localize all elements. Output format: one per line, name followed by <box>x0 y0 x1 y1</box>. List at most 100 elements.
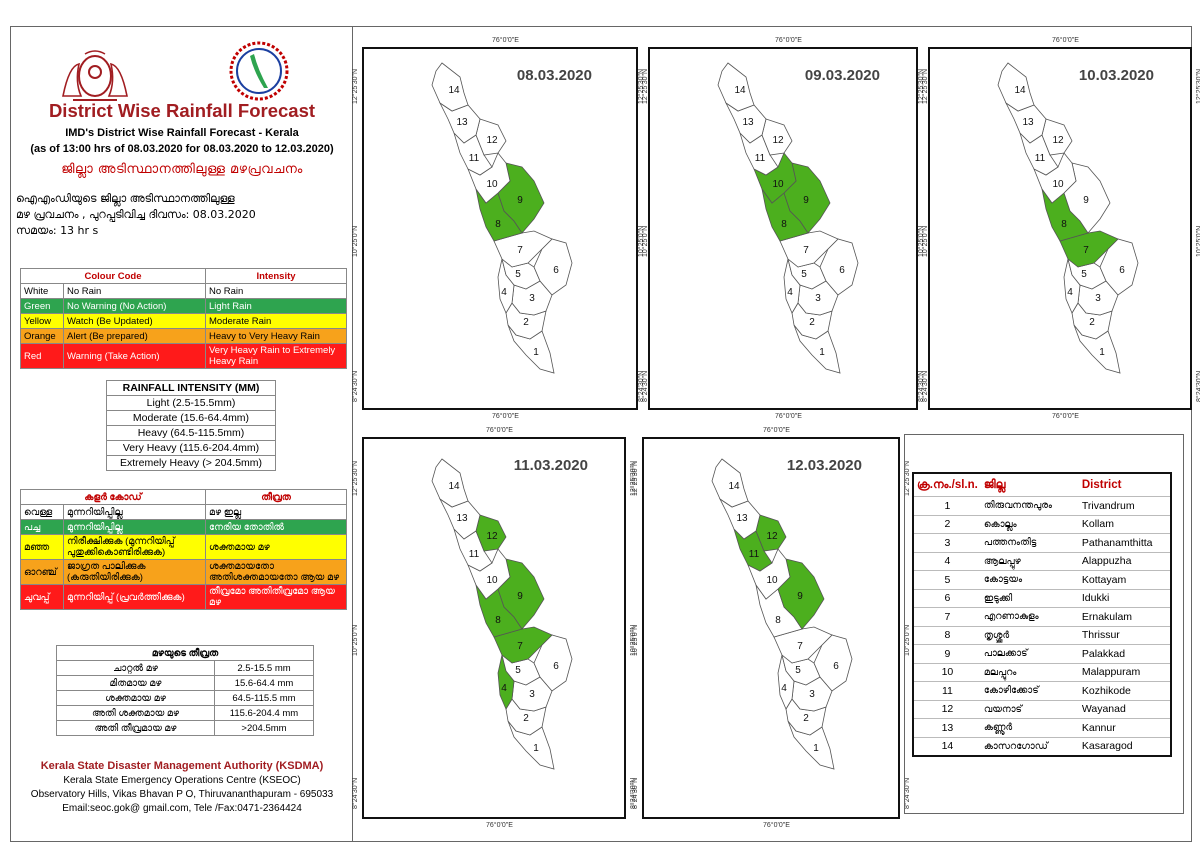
district-number: 8 <box>913 626 981 645</box>
district-name-mal: മലപ്പുറം <box>980 663 1079 682</box>
district-6-label: 6 <box>839 265 845 276</box>
district-name-mal: പാലക്കാട് <box>980 644 1079 664</box>
latitude-label-left: 10°25'0"N <box>632 624 639 656</box>
rainfall-intensity-row: Heavy (64.5-115.5mm) <box>106 425 276 441</box>
district-14-label: 14 <box>1014 85 1026 96</box>
longitude-label-top: 76°0'0"E <box>775 37 802 44</box>
malayalam-colour-table: കളർ കോഡ് തീവ്രത വെള്ള മുന്നറിയിപ്പില്ല മഴ … <box>20 489 347 610</box>
district-3-label: 3 <box>529 689 535 700</box>
colour-code-intensity: Very Heavy Rain to Extremely Heavy Rain <box>205 343 347 369</box>
rainfall-intensity-header: RAINFALL INTENSITY (MM) <box>106 380 276 396</box>
district-number: 9 <box>913 644 981 664</box>
district-name-mal: എറണാകുളം <box>980 607 1079 627</box>
district-name-mal: തൃശ്ശൂർ <box>980 626 1079 645</box>
district-8-label: 8 <box>781 219 787 230</box>
footer-line2: Observatory Hills, Vikas Bhavan P O, Thi… <box>30 789 334 800</box>
latitude-label-left: 8°24'30"N <box>918 370 925 402</box>
district-name-en: Alappuzha <box>1078 552 1171 571</box>
district-number: 11 <box>913 681 981 701</box>
map-date-label: 08.03.2020 <box>516 67 592 84</box>
district-7-label: 7 <box>517 641 523 652</box>
district-2-label: 2 <box>1089 317 1095 328</box>
longitude-label-bottom: 76°0'0"E <box>1052 413 1079 420</box>
district-9-label: 9 <box>797 591 803 602</box>
district-14-region <box>431 458 469 508</box>
district-name-mal: കോട്ടയം <box>980 570 1079 590</box>
mal-colour-colour-name: ഓറഞ്ച് <box>20 559 64 585</box>
district-10-label: 10 <box>1052 179 1064 190</box>
district-row: 14 കാസറഗോഡ് Kasaragod <box>913 737 1171 757</box>
colour-code-intensity: No Rain <box>205 283 347 299</box>
malayalam-info-line1: ഐഎംഡിയുടെ ജില്ലാ അടിസ്ഥാനത്തിലുള്ള <box>16 192 235 205</box>
district-10-label: 10 <box>772 179 784 190</box>
map-date-label: 11.03.2020 <box>513 457 588 474</box>
district-number: 5 <box>913 570 981 590</box>
mal-intensity-value: 15.6-64.4 mm <box>214 675 314 691</box>
mal-colour-intensity: ശക്തമായ മഴ <box>205 534 347 560</box>
footer-line3: Email:seoc.gok@ gmail.com, Tele /Fax:047… <box>62 803 302 814</box>
district-7-label: 7 <box>1083 245 1089 256</box>
mal-colour-code: മുന്നറിയിപ്പ് (പ്രവർത്തിക്കുക) <box>63 584 206 610</box>
mal-intensity-title: മഴയുടെ തീവ്രത <box>56 645 314 661</box>
mal-intensity-value: 64.5-115.5 mm <box>214 690 314 706</box>
colour-code-code: No Warning (No Action) <box>63 298 206 314</box>
forecast-map-panel: 12.03.2020 1 2 3 4 5 6 7 8 9 10 11 12 13 14 76°0'0"E 76°… <box>632 427 911 829</box>
colour-code-intensity: Light Rain <box>205 298 347 314</box>
mal-colour-colour-name: ചുവപ്പ് <box>20 584 64 610</box>
district-4-label: 4 <box>501 287 507 298</box>
district-number: 12 <box>913 700 981 719</box>
district-row: 7 എറണാകുളം Ernakulam <box>913 607 1171 627</box>
district-5-label: 5 <box>515 665 521 676</box>
district-name-mal: കൊല്ലം <box>980 515 1079 534</box>
district-14-region <box>717 62 755 112</box>
latitude-label-left: 12°25'30"N <box>352 68 359 105</box>
mal-district-header: ജില്ല <box>980 473 1079 497</box>
district-12-label: 12 <box>486 531 498 542</box>
district-2-label: 2 <box>523 317 529 328</box>
mal-colour-row: ചുവപ്പ് മുന്നറിയിപ്പ് (പ്രവർത്തിക്കുക) തീവ… <box>20 584 347 610</box>
mal-intensity-label: ശക്തമായ മഴ <box>56 690 215 706</box>
district-7-label: 7 <box>803 245 809 256</box>
district-5-label: 5 <box>801 269 807 280</box>
district-2-label: 2 <box>809 317 815 328</box>
district-1-label: 1 <box>819 347 825 358</box>
district-10-label: 10 <box>486 575 498 586</box>
district-number: 10 <box>913 663 981 682</box>
mal-intensity-label: ചാറ്റൽ മഴ <box>56 660 215 676</box>
mal-colour-row: പച്ച മുന്നറിയിപ്പില്ല നേരിയ തോതിൽ <box>20 519 347 535</box>
district-11-label: 11 <box>469 153 480 164</box>
mal-intensity-label: മിതമായ മഴ <box>56 675 215 691</box>
forecast-map-panel: 09.03.2020 1 2 3 4 5 6 7 8 9 10 11 12 13 14 76°0'0"E 76°… <box>638 37 929 420</box>
sl-no-header: ക്ര.നം./sl.n. <box>913 473 981 497</box>
colour-code-intensity: Heavy to Very Heavy Rain <box>205 328 347 344</box>
colour-code-code: No Rain <box>63 283 206 299</box>
longitude-label-bottom: 76°0'0"E <box>492 413 519 420</box>
district-7-label: 7 <box>797 641 803 652</box>
district-row: 12 വയനാട് Wayanad <box>913 700 1171 719</box>
malayalam-title: ജില്ലാ അടിസ്ഥാനത്തിലുള്ള മഴപ്രവചനം <box>61 162 303 177</box>
district-8-label: 8 <box>495 219 501 230</box>
longitude-label-top: 76°0'0"E <box>763 427 790 434</box>
district-6-region <box>819 238 859 296</box>
mal-colour-row: വെള്ള മുന്നറിയിപ്പില്ല മഴ ഇല്ല <box>20 504 347 520</box>
district-name-en: Kollam <box>1078 515 1171 534</box>
district-8-label: 8 <box>1061 219 1067 230</box>
district-name-mal: ആലപ്പുഴ <box>980 552 1079 571</box>
kerala-emblem-logo <box>62 50 128 101</box>
latitude-label-left: 12°25'30"N <box>632 460 639 496</box>
mal-intensity-value: 115.6-204.4 mm <box>214 705 314 721</box>
district-13-label: 13 <box>1022 117 1034 128</box>
colour-code-header: Colour Code <box>20 268 206 284</box>
colour-code-row: Orange Alert (Be prepared) Heavy to Very H… <box>20 328 347 344</box>
mal-colour-header: കളർ കോഡ് <box>20 489 206 505</box>
district-number: 14 <box>913 737 981 757</box>
district-11-label: 11 <box>1035 153 1046 164</box>
mal-colour-colour-name: പച്ച <box>20 519 64 535</box>
district-12-label: 12 <box>486 135 498 146</box>
district-number: 6 <box>913 589 981 608</box>
district-14-label: 14 <box>728 481 740 492</box>
district-name-mal: തിരുവനന്തപുരം <box>980 496 1079 516</box>
latitude-label-left: 8°24'30"N <box>352 370 359 402</box>
